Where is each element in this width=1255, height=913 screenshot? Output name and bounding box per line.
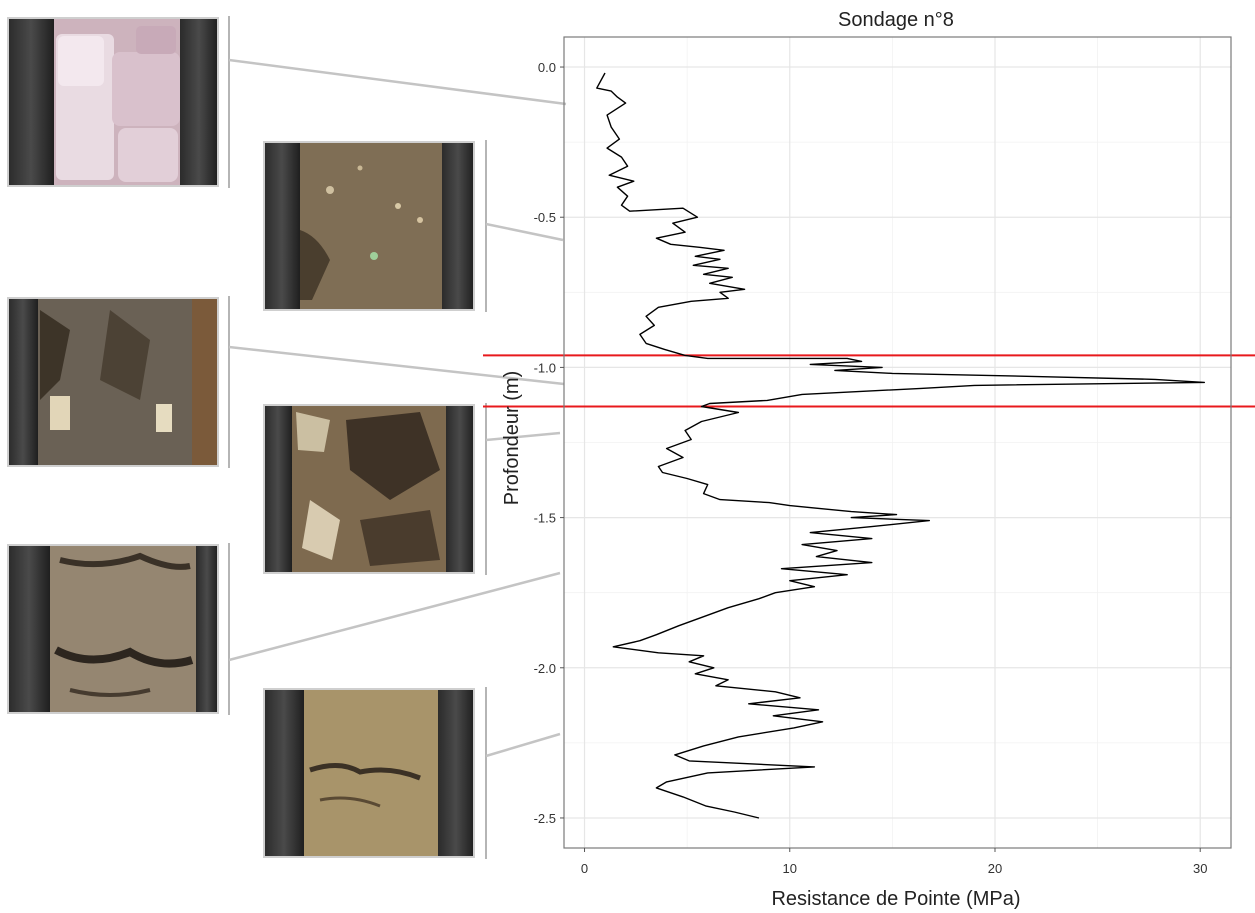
- connector-line-3: [228, 345, 565, 386]
- chart-title: Sondage n°8: [838, 9, 954, 31]
- core-photo-4: [263, 403, 487, 575]
- x-tick-label: 0: [581, 861, 588, 876]
- y-axis-ticks: 0.0 -0.5 -1.0 -1.5 -2.0 -2.5: [534, 60, 564, 826]
- core-photo-3: [7, 296, 230, 468]
- gridlines-major: [564, 37, 1231, 848]
- y-tick-label: -0.5: [534, 210, 556, 225]
- plot-panel-border: [563, 36, 1232, 849]
- y-axis-title: Profondeur (m): [501, 371, 523, 506]
- y-tick-label: -2.0: [534, 661, 556, 676]
- y-tick-label: -2.5: [534, 811, 556, 826]
- core-photo-1: [7, 16, 230, 188]
- x-tick-label: 30: [1193, 861, 1207, 876]
- data-series-layer: [596, 72, 1206, 819]
- core-photo-2: [263, 140, 487, 312]
- connector-line-4: [485, 431, 561, 442]
- connector-line-5: [228, 571, 561, 662]
- y-tick-label: 0.0: [538, 60, 556, 75]
- connector-line-1: [228, 58, 567, 106]
- x-axis-ticks: 0 10 20 30: [581, 848, 1207, 876]
- gridlines-minor: [564, 37, 1231, 848]
- core-photo-5: [7, 543, 230, 715]
- series-line-1: [596, 72, 1206, 819]
- connector-line-2: [485, 222, 564, 242]
- depth-profile-chart: Sondage n°8 0 10 20 30 0.0 -0.5 -1.0 -1.5 -2.0 -…: [483, 9, 1255, 910]
- x-tick-label: 10: [783, 861, 797, 876]
- core-photo-group: [7, 16, 567, 859]
- y-tick-label: -1.5: [534, 511, 556, 526]
- connector-line-6: [485, 732, 561, 758]
- x-tick-label: 20: [988, 861, 1002, 876]
- reference-lines: [483, 354, 1255, 408]
- core-photo-6: [263, 687, 487, 859]
- x-axis-title: Resistance de Pointe (MPa): [771, 888, 1020, 910]
- y-tick-label: -1.0: [534, 360, 556, 375]
